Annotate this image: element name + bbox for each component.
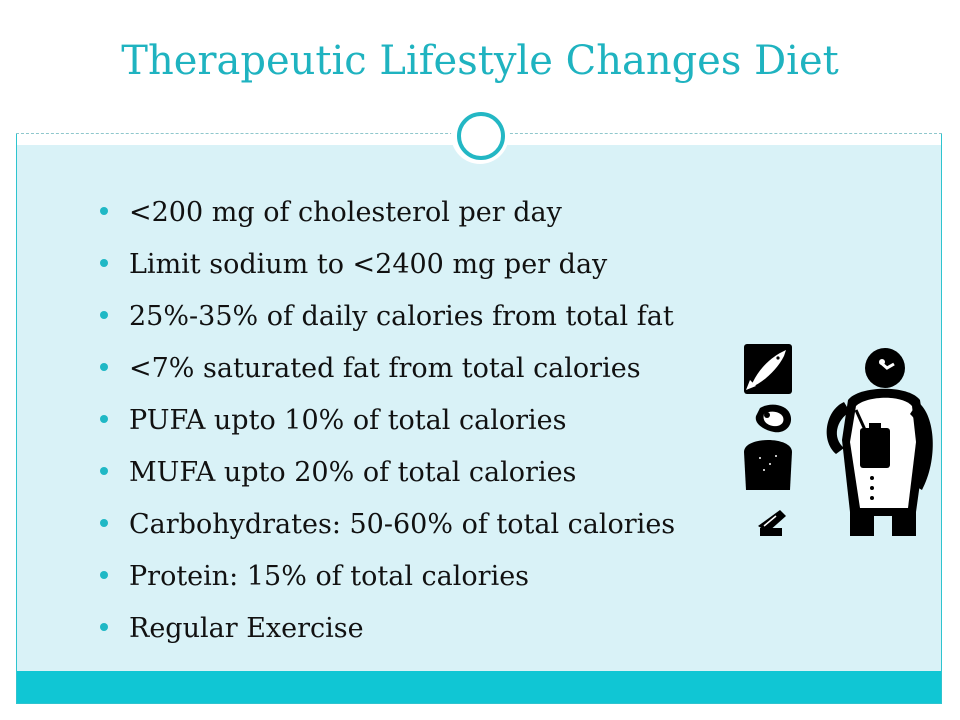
bullet-item: Limit sodium to <2400 mg per day bbox=[96, 244, 675, 296]
bullet-text: Limit sodium to <2400 mg per day bbox=[129, 249, 608, 280]
bullet-item: <200 mg of cholesterol per day bbox=[96, 192, 675, 244]
bullet-text: 25%-35% of daily calories from total fat bbox=[129, 301, 674, 332]
content-area bbox=[17, 145, 941, 671]
bullet-item: Carbohydrates: 50-60% of total calories bbox=[96, 504, 675, 556]
bullet-dot-icon bbox=[100, 259, 108, 267]
nutrition-clipart bbox=[744, 344, 933, 536]
bullet-item: <7% saturated fat from total calories bbox=[96, 348, 675, 400]
bullet-dot-icon bbox=[100, 415, 108, 423]
bullet-item: Protein: 15% of total calories bbox=[96, 556, 675, 608]
bullet-text: Protein: 15% of total calories bbox=[129, 561, 530, 592]
slide-title: Therapeutic Lifestyle Changes Diet bbox=[121, 38, 839, 84]
bullet-item: Regular Exercise bbox=[96, 608, 675, 660]
bullet-item: MUFA upto 20% of total calories bbox=[96, 452, 675, 504]
meat-steak-icon bbox=[755, 404, 792, 433]
bullet-item: 25%-35% of daily calories from total fat bbox=[96, 296, 675, 348]
bullet-dot-icon bbox=[100, 311, 108, 319]
doctor-with-clipboard-icon bbox=[826, 348, 933, 536]
divider-ring-icon bbox=[457, 112, 505, 160]
bullet-list: <200 mg of cholesterol per day Limit sod… bbox=[96, 192, 675, 660]
bread-slice-icon bbox=[744, 440, 792, 490]
bullet-dot-icon bbox=[100, 467, 108, 475]
bullet-text: PUFA upto 10% of total calories bbox=[129, 405, 567, 436]
bullet-text: <7% saturated fat from total calories bbox=[129, 353, 641, 384]
bullet-dot-icon bbox=[100, 363, 108, 371]
bullet-dot-icon bbox=[100, 571, 108, 579]
bullet-item: PUFA upto 10% of total calories bbox=[96, 400, 675, 452]
food-tray-icon bbox=[758, 510, 786, 536]
bullet-dot-icon bbox=[100, 519, 108, 527]
bullet-dot-icon bbox=[100, 207, 108, 215]
bullet-dot-icon bbox=[100, 623, 108, 631]
fish-icon bbox=[744, 344, 792, 394]
footer-bar bbox=[17, 671, 941, 703]
bullet-text: <200 mg of cholesterol per day bbox=[129, 197, 562, 228]
bullet-text: Regular Exercise bbox=[129, 613, 364, 644]
bullet-text: Carbohydrates: 50-60% of total calories bbox=[129, 509, 676, 540]
bullet-text: MUFA upto 20% of total calories bbox=[129, 457, 577, 488]
